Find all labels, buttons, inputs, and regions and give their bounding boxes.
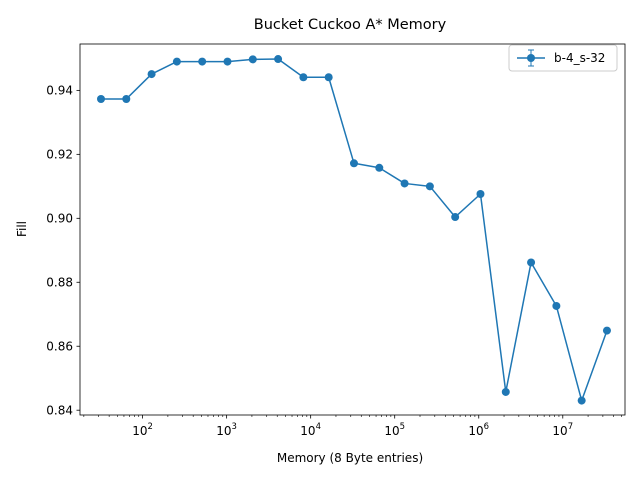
data-point: [527, 258, 536, 267]
x-tick-label: 107: [552, 422, 573, 438]
data-point: [425, 182, 434, 191]
data-point: [96, 95, 105, 104]
data-point: [451, 213, 460, 222]
data-point: [172, 57, 181, 66]
x-tick-label: 102: [132, 422, 153, 438]
axes-frame: [79, 43, 626, 416]
data-point: [552, 301, 561, 310]
x-axis-label: Memory (8 Byte entries): [277, 451, 423, 465]
x-tick-label: 104: [300, 422, 321, 438]
data-point: [223, 57, 232, 66]
legend-box: [508, 44, 618, 72]
data-point: [147, 70, 156, 79]
y-axis-label: Fill: [15, 221, 29, 237]
y-tick-label: 0.92: [46, 148, 73, 162]
plot-area: 102 103 104 105 106 107 0.84 0.86 0.88 0.90 0.92 0.…: [46, 43, 626, 438]
x-tick-label: 105: [384, 422, 405, 438]
legend: b-4_s-32: [508, 44, 618, 72]
data-point: [198, 57, 207, 66]
y-tick-label: 0.94: [46, 84, 73, 98]
data-point: [501, 387, 510, 396]
data-point: [349, 159, 358, 168]
y-tick-label: 0.90: [46, 212, 73, 226]
y-tick-label: 0.86: [46, 340, 73, 354]
x-tick-label: 103: [216, 422, 237, 438]
data-point: [602, 326, 611, 335]
legend-marker: [527, 54, 535, 62]
data-point: [400, 179, 409, 188]
data-point: [248, 55, 257, 64]
data-point: [299, 73, 308, 82]
y-tick-label: 0.84: [46, 404, 73, 418]
legend-label: b-4_s-32: [554, 51, 605, 65]
data-point: [375, 163, 384, 172]
data-point: [324, 73, 333, 82]
data-point: [577, 396, 586, 405]
chart-title: Bucket Cuckoo A* Memory: [254, 17, 447, 33]
x-tick-label: 106: [468, 422, 489, 438]
data-point: [476, 189, 485, 198]
data-point: [274, 55, 283, 64]
data-point: [122, 95, 131, 104]
y-tick-label: 0.88: [46, 276, 73, 290]
